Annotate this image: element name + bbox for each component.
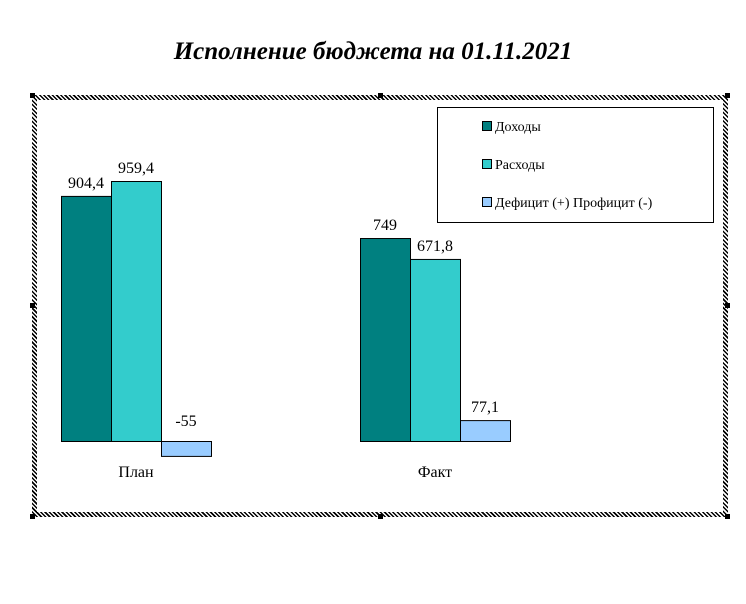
data-label: 904,4 xyxy=(68,175,104,192)
data-label: 77,1 xyxy=(471,399,499,416)
selection-handles[interactable] xyxy=(30,93,730,519)
legend-swatch xyxy=(482,121,492,131)
data-label: 749 xyxy=(373,217,397,234)
legend-label: Доходы xyxy=(495,120,541,135)
bar-0-1 xyxy=(360,238,411,442)
chart-title: Исполнение бюджета на 01.11.2021 xyxy=(173,38,573,65)
legend: Доходы Расходы Дефицит (+) Профицит (-) xyxy=(437,107,714,223)
bar-1-1 xyxy=(410,258,461,442)
legend-label: Дефицит (+) Профицит (-) xyxy=(495,196,653,211)
data-label: 959,4 xyxy=(118,160,154,177)
category-label: План xyxy=(118,464,154,481)
data-label: -55 xyxy=(175,413,196,430)
bar-2-0 xyxy=(161,441,212,457)
bar-2-1 xyxy=(460,420,511,442)
legend-label: Расходы xyxy=(495,158,545,173)
data-label: 671,8 xyxy=(417,238,453,255)
category-label: Факт xyxy=(418,464,452,481)
legend-swatch xyxy=(482,197,492,207)
bar-0-0 xyxy=(61,195,112,442)
bar-1-0 xyxy=(111,181,162,442)
legend-swatch xyxy=(482,159,492,169)
